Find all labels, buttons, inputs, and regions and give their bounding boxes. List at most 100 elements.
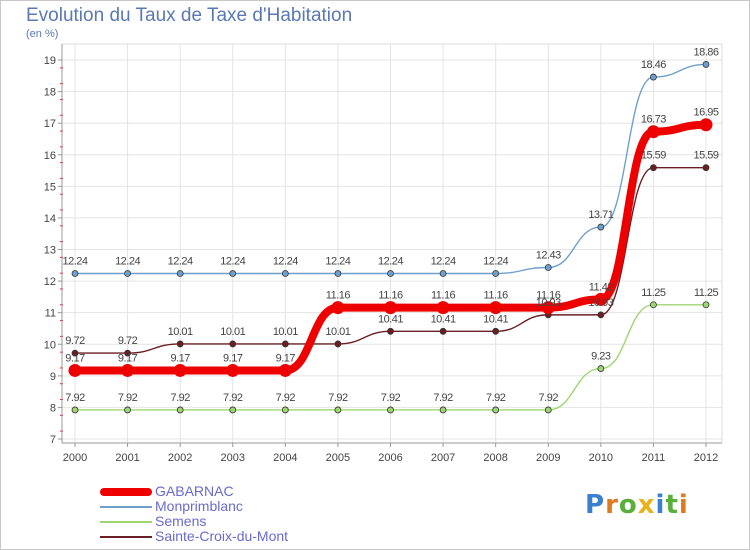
- data-label-monprimblanc-2012: 18.86: [693, 46, 718, 58]
- data-label-semens-2011: 11.25: [641, 287, 666, 299]
- legend-label-semens: Semens: [155, 513, 207, 529]
- data-label-gabarnac-2003: 9.17: [223, 352, 243, 364]
- data-label-sainte-croix-du-mont-2012: 15.59: [693, 150, 718, 162]
- point-monprimblanc-2010: [597, 223, 605, 231]
- data-label-sainte-croix-du-mont-2005: 10.01: [325, 326, 350, 338]
- point-gabarnac-2000: [68, 363, 82, 377]
- chart-legend: GABARNAC Monprimblanc Semens Sainte-Croi…: [100, 483, 340, 544]
- data-label-sainte-croix-du-mont-2007: 10.41: [431, 313, 456, 325]
- point-sainte-croix-du-mont-2000: [71, 349, 79, 357]
- x-tick-label-2001: 2001: [115, 452, 139, 464]
- point-semens-2011: [650, 301, 657, 309]
- point-monprimblanc-2003: [229, 270, 237, 277]
- data-label-monprimblanc-2005: 12.24: [325, 256, 350, 268]
- point-semens-2007: [439, 406, 447, 414]
- data-label-gabarnac-2000: 9.17: [65, 352, 85, 364]
- logo-letter: x: [637, 490, 656, 520]
- point-semens-2009: [544, 406, 552, 414]
- data-label-semens-2007: 7.92: [433, 392, 453, 404]
- logo-letter: i: [678, 490, 689, 520]
- point-sainte-croix-du-mont-2002: [176, 340, 184, 348]
- data-label-monprimblanc-2010: 13.71: [588, 209, 613, 221]
- x-tick-label-2010: 2010: [589, 452, 613, 464]
- x-tick-label-2008: 2008: [483, 452, 507, 464]
- data-label-gabarnac-2010: 11.42: [589, 281, 614, 293]
- point-gabarnac-2005: [331, 301, 345, 315]
- data-label-sainte-croix-du-mont-2008: 10.41: [483, 313, 508, 325]
- point-semens-2006: [387, 406, 394, 414]
- logo-letter: i: [655, 490, 666, 520]
- data-label-semens-2005: 7.92: [328, 392, 348, 404]
- x-tick-label-2004: 2004: [273, 452, 297, 464]
- x-tick-label-2011: 2011: [642, 452, 666, 464]
- y-tick-label-15: 15: [44, 181, 56, 193]
- point-gabarnac-2001: [121, 363, 135, 377]
- data-label-gabarnac-2009: 11.16: [536, 290, 561, 302]
- legend-swatch-sainte-croix-du-mont: [100, 536, 152, 538]
- point-semens-2010: [597, 365, 605, 372]
- legend-label-monprimblanc: Monprimblanc: [155, 498, 243, 514]
- point-monprimblanc-2001: [124, 270, 131, 277]
- point-semens-2000: [71, 406, 79, 414]
- point-semens-2001: [124, 406, 131, 414]
- data-label-monprimblanc-2004: 12.24: [273, 256, 298, 268]
- y-tick-label-12: 12: [44, 276, 56, 288]
- y-tick-label-8: 8: [50, 402, 56, 414]
- data-label-semens-2008: 7.92: [486, 392, 506, 404]
- point-sainte-croix-du-mont-2004: [281, 340, 289, 348]
- data-label-semens-2003: 7.92: [223, 392, 243, 404]
- point-monprimblanc-2009: [544, 264, 552, 271]
- series-line-monprimblanc: [74, 63, 707, 275]
- point-gabarnac-2006: [384, 301, 397, 315]
- data-label-monprimblanc-2008: 12.24: [483, 256, 508, 268]
- proxiti-logo: Proxiti: [585, 490, 689, 520]
- legend-swatch-gabarnac: [100, 488, 152, 496]
- point-gabarnac-2007: [436, 301, 450, 315]
- data-label-monprimblanc-2006: 12.24: [378, 256, 403, 268]
- legend-swatch-monprimblanc: [100, 506, 152, 508]
- point-gabarnac-2011: [646, 125, 660, 139]
- data-label-gabarnac-2011: 16.73: [641, 114, 666, 126]
- chart-subtitle: (en %): [26, 28, 59, 40]
- data-label-monprimblanc-2003: 12.24: [220, 256, 245, 268]
- y-tick-label-11: 11: [45, 308, 56, 320]
- point-sainte-croix-du-mont-2006: [387, 327, 394, 335]
- data-label-semens-2010: 9.23: [591, 351, 611, 363]
- data-label-gabarnac-2008: 11.16: [484, 290, 509, 302]
- y-tick-label-7: 7: [50, 434, 56, 446]
- point-monprimblanc-2002: [176, 270, 184, 277]
- data-label-sainte-croix-du-mont-2009: 10.93: [536, 297, 561, 309]
- data-label-gabarnac-2004: 9.17: [276, 352, 296, 364]
- x-tick-label-2003: 2003: [221, 452, 245, 464]
- y-tick-label-18: 18: [44, 87, 56, 99]
- logo-letter: t: [665, 490, 679, 520]
- legend-item-gabarnac: GABARNAC: [100, 483, 340, 499]
- data-label-gabarnac-2007: 11.16: [431, 290, 456, 302]
- data-label-sainte-croix-du-mont-2010: 10.93: [588, 297, 613, 309]
- y-tick-label-14: 14: [44, 213, 56, 225]
- data-label-semens-2009: 7.92: [539, 392, 559, 404]
- point-sainte-croix-du-mont-2007: [439, 327, 447, 335]
- legend-label-sainte-croix-du-mont: Sainte-Croix-du-Mont: [155, 528, 289, 544]
- data-label-semens-2012: 11.25: [694, 287, 719, 299]
- legend-label-gabarnac: GABARNAC: [155, 483, 234, 499]
- data-label-semens-2002: 7.92: [170, 392, 190, 404]
- point-monprimblanc-2005: [334, 270, 342, 277]
- data-label-semens-2000: 7.92: [65, 392, 85, 404]
- y-tick-label-10: 10: [44, 339, 56, 351]
- point-monprimblanc-2011: [650, 73, 657, 81]
- point-gabarnac-2010: [594, 292, 608, 306]
- plot-area: [61, 43, 723, 444]
- logo-letter: o: [618, 490, 638, 520]
- data-label-monprimblanc-2002: 12.24: [168, 256, 193, 268]
- data-label-monprimblanc-2007: 12.24: [431, 256, 456, 268]
- data-label-sainte-croix-du-mont-2002: 10.01: [168, 326, 193, 338]
- point-monprimblanc-2004: [281, 270, 289, 277]
- y-tick-label-17: 17: [44, 118, 56, 130]
- x-tick-label-2012: 2012: [694, 452, 718, 464]
- data-label-monprimblanc-2001: 12.24: [115, 256, 140, 268]
- point-semens-2003: [229, 406, 237, 414]
- data-label-monprimblanc-2000: 12.24: [62, 256, 87, 268]
- point-semens-2005: [334, 406, 342, 414]
